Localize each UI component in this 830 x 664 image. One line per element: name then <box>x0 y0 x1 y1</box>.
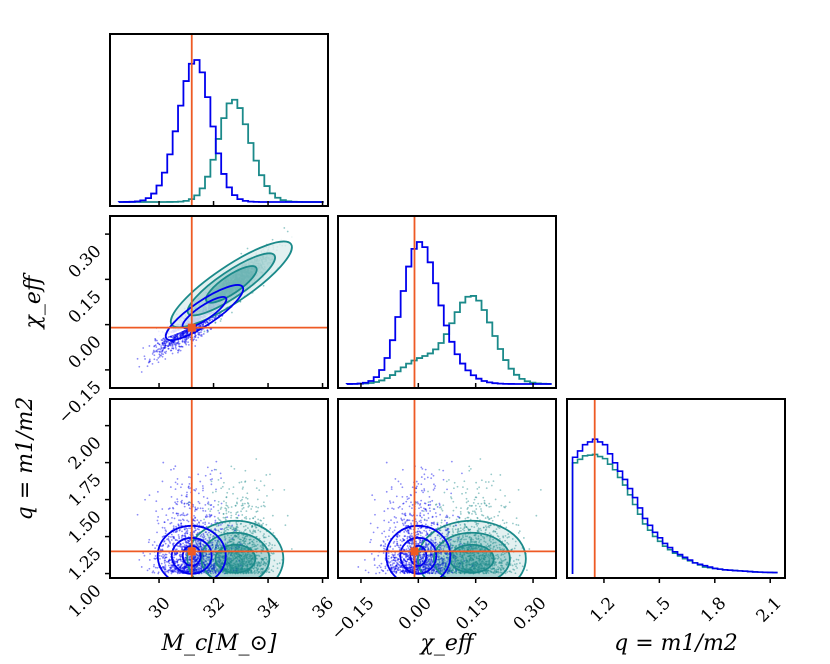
tick-label-q-y: 1.75 <box>65 470 106 511</box>
hist-q-teal <box>571 453 778 574</box>
hist-mc-teal <box>118 98 324 203</box>
axis-label-q: q = m1/m2 <box>614 631 738 656</box>
tick-label-chi: 0.15 <box>452 593 493 634</box>
hist-q-blue <box>571 438 778 574</box>
axis-label-chi-y: χ_eff <box>21 272 46 330</box>
panel-frame-1-2 <box>337 398 557 579</box>
truth-marker <box>187 547 196 556</box>
scatter-mc-chi <box>136 226 316 373</box>
truth-marker <box>410 547 419 556</box>
panel-frame-0-1 <box>109 215 329 389</box>
tick-label-q-diag: 2.1 <box>752 593 785 626</box>
hist-mc-blue <box>117 59 324 203</box>
tick-label-q-y: 2.00 <box>65 433 106 474</box>
tick-label-mc: 34 <box>254 593 283 622</box>
panel-frame-1-1 <box>337 215 557 389</box>
panel-frame-0-0 <box>109 33 329 207</box>
axis-label-mc: M_c[M_⊙] <box>161 631 277 656</box>
tick-label-mc: 32 <box>200 593 229 622</box>
tick-label-chi-y: 0.00 <box>65 332 106 373</box>
scatter-chi-q <box>357 458 542 578</box>
tick-label-chi-y: −0.15 <box>55 377 106 428</box>
tick-label-mc: 30 <box>145 593 174 622</box>
axis-label-q-y: q = m1/m2 <box>13 397 38 521</box>
tick-label-chi: 0.30 <box>510 593 551 634</box>
tick-label-chi-y: 0.15 <box>65 287 106 328</box>
scatter-mc-q <box>136 458 293 578</box>
tick-label-q-y: 1.50 <box>65 507 106 548</box>
hist-chi-blue <box>345 241 552 385</box>
tick-label-mc: 36 <box>309 593 338 622</box>
truth-marker <box>187 323 196 332</box>
tick-label-chi: −0.15 <box>327 593 378 644</box>
tick-label-chi-y: 0.30 <box>65 241 106 282</box>
tick-label-q-diag: 1.5 <box>642 593 675 626</box>
panel-frame-0-2 <box>109 398 329 579</box>
tick-label-q-y: 1.00 <box>65 581 106 622</box>
tick-label-q-diag: 1.8 <box>697 593 730 626</box>
panel-frame-2-2 <box>566 398 786 579</box>
tick-label-q-diag: 1.2 <box>586 593 619 626</box>
tick-label-q-y: 1.25 <box>65 544 106 585</box>
tick-label-chi: 0.00 <box>395 593 436 634</box>
axis-label-chi: χ_eff <box>419 631 477 656</box>
